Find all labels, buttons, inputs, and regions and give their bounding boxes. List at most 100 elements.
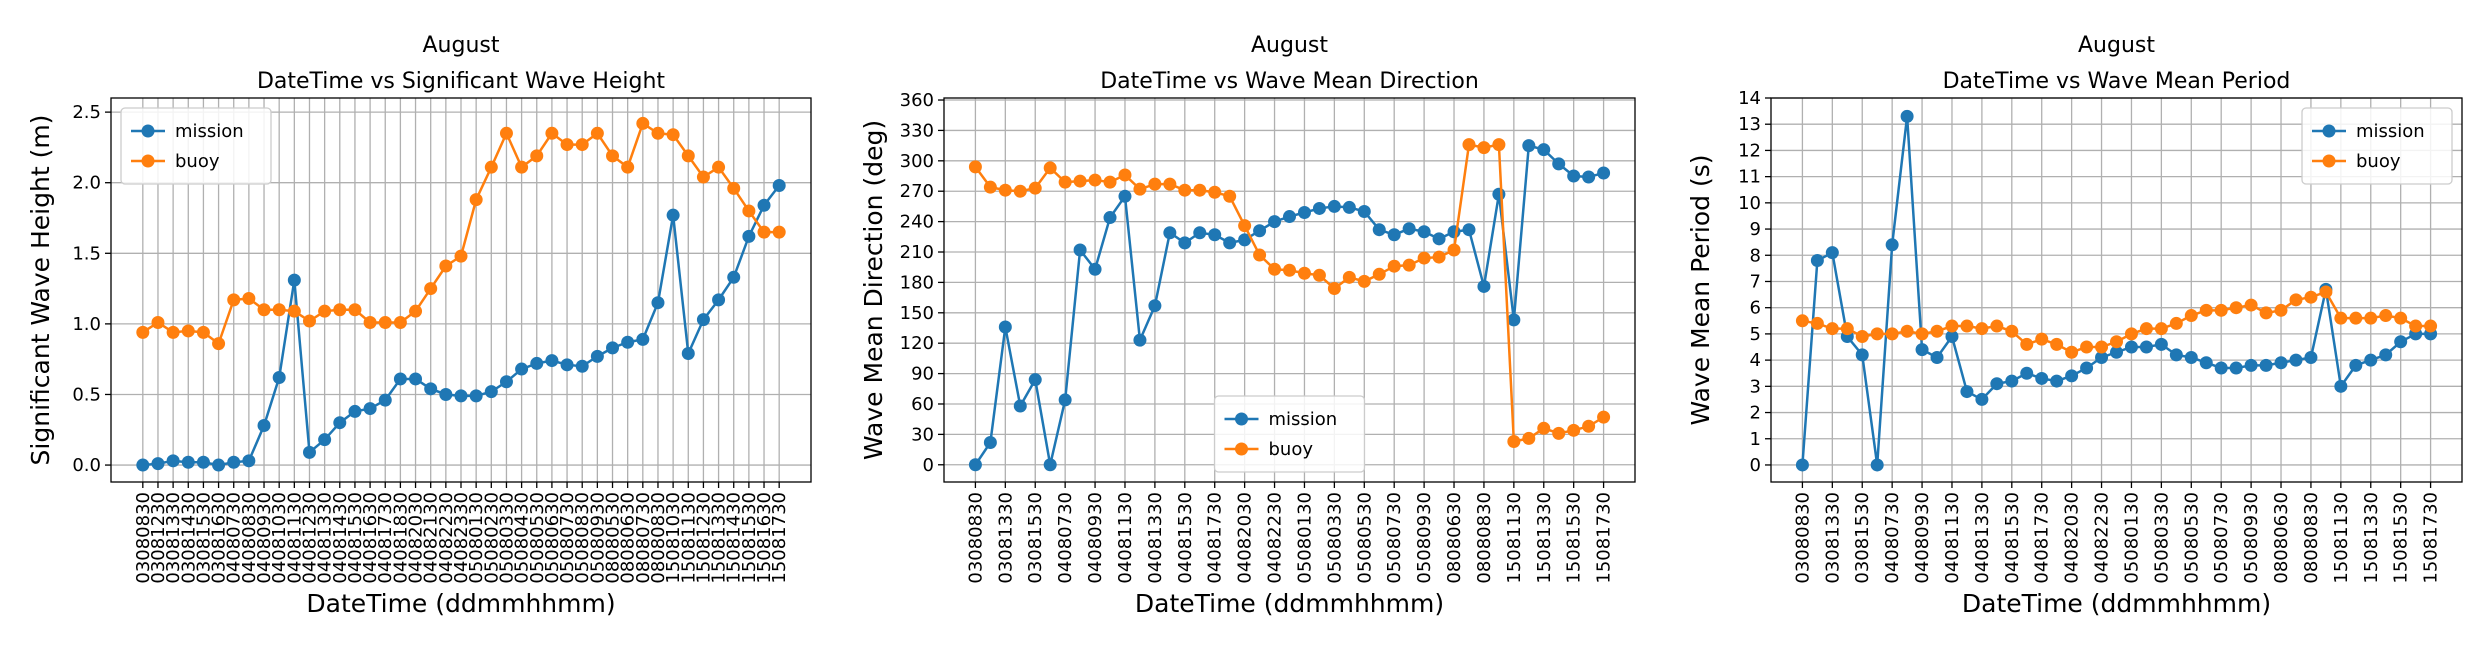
x-tick-label: 15081730 (769, 492, 790, 584)
data-point (2065, 345, 2079, 359)
data-point (1582, 419, 1596, 433)
x-tick-label: 04081830 (390, 492, 411, 584)
legend-marker (1235, 442, 1248, 456)
data-point (2394, 311, 2408, 325)
x-tick-label: 04080730 (1055, 492, 1076, 584)
x-tick-label: 04081530 (345, 492, 366, 584)
x-tick-label: 03081630 (209, 492, 230, 584)
data-point (439, 387, 453, 401)
data-point (1327, 199, 1341, 213)
y-tick-label: 2 (1750, 403, 1761, 424)
data-point (1597, 166, 1611, 180)
legend-box (1213, 395, 1366, 473)
x-tick-label: 03081230 (148, 492, 169, 584)
data-point (1283, 263, 1296, 277)
x-tick-label: 05080330 (1324, 492, 1345, 584)
data-point (968, 458, 982, 472)
data-point (1462, 138, 1476, 152)
x-tick-label: 15081730 (2421, 492, 2442, 584)
data-point (1312, 201, 1326, 215)
x-tick-label: 04080930 (254, 492, 275, 584)
x-tick-label: 08080830 (2301, 492, 2322, 584)
data-point (318, 304, 332, 318)
data-point (1885, 327, 1899, 341)
data-point (2394, 335, 2408, 349)
data-point (651, 126, 665, 140)
y-tick-label: 0.5 (72, 384, 101, 405)
data-point (2005, 374, 2019, 388)
data-point (1447, 243, 1461, 257)
legend-label: mission (175, 121, 244, 142)
data-point (2379, 309, 2393, 323)
data-point (606, 149, 620, 163)
x-tick-label: 04081130 (284, 492, 305, 584)
data-point (1417, 251, 1431, 265)
data-point (1900, 324, 1914, 338)
data-point (1402, 258, 1416, 272)
data-point (2124, 340, 2138, 354)
x-tick-label: 05080730 (557, 492, 578, 584)
x-tick-label: 04082330 (451, 492, 472, 584)
data-point (666, 208, 680, 222)
data-point (681, 347, 695, 361)
x-tick-label: 05080530 (2181, 492, 2202, 584)
x-tick-label: 04082030 (1235, 492, 1256, 584)
data-point (287, 304, 301, 318)
x-tick-label: 08080630 (618, 492, 639, 584)
data-point (2080, 340, 2094, 354)
data-point (1013, 184, 1027, 198)
data-point (2005, 324, 2019, 338)
data-point (1870, 458, 1884, 472)
data-point (545, 126, 559, 140)
y-tick-label: 210 (900, 242, 934, 263)
data-point (151, 315, 165, 329)
data-point (227, 293, 241, 307)
data-point (2229, 301, 2243, 315)
data-point (1133, 333, 1147, 347)
y-tick-label: 60 (911, 394, 934, 415)
data-point (1208, 228, 1222, 242)
data-point (1193, 226, 1207, 240)
data-point (454, 249, 468, 263)
data-point (166, 325, 180, 339)
data-point (1297, 266, 1311, 280)
data-point (2244, 358, 2258, 372)
x-tick-label: 04081130 (1942, 492, 1963, 584)
data-point (136, 325, 150, 339)
data-point (1058, 175, 1072, 189)
data-point (1133, 182, 1147, 196)
x-tick-label: 04081330 (1972, 492, 1993, 584)
legend-marker (141, 154, 155, 168)
data-point (469, 193, 483, 207)
x-tick-label: 03081330 (1822, 492, 1843, 584)
data-point (2065, 369, 2079, 383)
x-tick-label: 04081130 (1115, 492, 1136, 584)
data-point (998, 320, 1012, 334)
data-point (2199, 303, 2213, 317)
data-point (1103, 211, 1117, 225)
data-point (2214, 303, 2228, 317)
y-tick-label: 0 (1750, 455, 1761, 476)
data-point (1537, 421, 1551, 435)
data-point (2304, 290, 2318, 304)
data-point (2289, 353, 2303, 367)
data-point (727, 270, 741, 284)
legend-label: buoy (2356, 151, 2401, 172)
x-axis-label: DateTime (ddmmhhmm) (1962, 589, 2271, 618)
data-point (727, 181, 741, 195)
data-point (424, 282, 438, 296)
data-point (712, 293, 726, 307)
data-point (983, 435, 997, 449)
y-tick-label: 7 (1750, 271, 1761, 292)
y-tick-label: 180 (900, 272, 934, 293)
data-point (1990, 377, 2004, 391)
data-point (712, 160, 726, 174)
x-axis-label: DateTime (ddmmhhmm) (306, 589, 615, 618)
data-point (1402, 222, 1416, 236)
data-point (2169, 348, 2183, 362)
x-tick-label: 04082030 (406, 492, 427, 584)
data-point (2020, 337, 2034, 351)
y-axis-label: Wave Mean Period (s) (1686, 154, 1715, 425)
data-point (2080, 361, 2094, 375)
data-point (2274, 356, 2288, 370)
